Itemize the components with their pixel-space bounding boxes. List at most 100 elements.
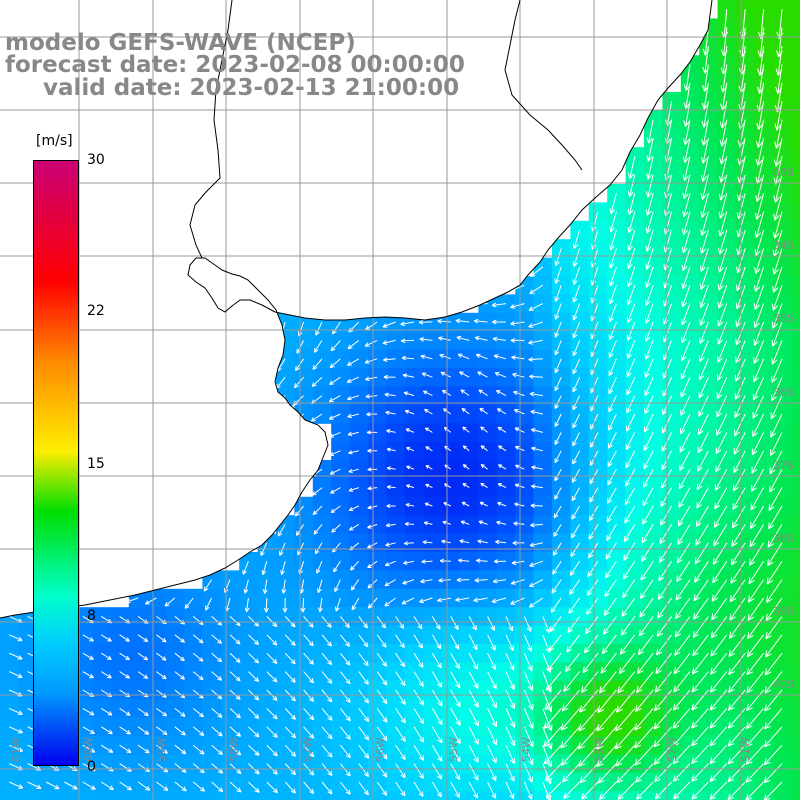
wind-arrow	[229, 652, 241, 663]
wind-cell	[312, 368, 332, 387]
wind-arrow	[642, 487, 654, 507]
wind-arrow	[460, 389, 470, 397]
wind-cell	[533, 404, 553, 424]
wind-arrow	[487, 726, 497, 746]
wind-arrow	[770, 413, 783, 438]
wind-arrow	[8, 744, 23, 752]
wind-arrow	[431, 689, 443, 707]
wind-arrow	[691, 744, 709, 765]
wind-arrow	[82, 781, 96, 790]
wind-cell	[423, 441, 443, 461]
wind-arrow	[645, 266, 654, 288]
wind-arrow	[562, 763, 580, 783]
wind-arrow	[280, 561, 286, 575]
wind-cell	[699, 791, 719, 800]
wind-arrow	[437, 597, 451, 603]
wind-cell	[404, 441, 424, 461]
wind-arrow	[547, 652, 562, 671]
wind-arrow	[413, 763, 424, 779]
wind-arrow	[564, 652, 580, 673]
wind-arrow	[700, 174, 709, 200]
wind-arrow	[608, 285, 617, 305]
wind-cell	[441, 515, 461, 535]
wind-arrow	[637, 652, 654, 674]
wind-cell	[165, 588, 185, 608]
wind-arrow	[329, 431, 341, 438]
wind-cell	[276, 791, 295, 800]
wind-arrow	[714, 487, 728, 510]
wind-arrow	[699, 266, 709, 290]
wind-arrow	[229, 781, 242, 793]
wind-arrow	[313, 340, 323, 353]
wind-arrow	[156, 652, 167, 661]
wind-arrow	[364, 339, 378, 347]
wind-cell	[257, 791, 277, 800]
wind-arrow	[261, 561, 268, 576]
wind-arrow	[771, 303, 783, 329]
wind-arrow	[358, 726, 370, 741]
wind-arrow	[645, 174, 654, 198]
wind-arrow	[82, 707, 95, 716]
wind-arrow	[554, 432, 562, 445]
wind-arrow	[419, 337, 433, 342]
wind-arrow	[413, 671, 424, 687]
wind-arrow	[358, 634, 369, 648]
wind-cell	[331, 386, 351, 406]
wind-cell	[533, 276, 553, 295]
wind-cell	[533, 552, 553, 571]
wind-arrow	[699, 340, 709, 362]
wind-arrow	[772, 211, 783, 239]
wind-arrow	[82, 726, 95, 734]
wind-arrow	[156, 744, 168, 754]
wind-cell	[386, 423, 406, 443]
wind-arrow	[505, 726, 516, 746]
wind-arrow	[626, 321, 636, 341]
wind-cell	[496, 478, 516, 498]
wind-arrow	[174, 708, 186, 717]
wind-cell	[404, 496, 424, 516]
wind-arrow	[514, 502, 525, 507]
wind-arrow	[683, 82, 691, 109]
wind-arrow	[312, 487, 323, 496]
wind-arrow	[627, 211, 636, 233]
wind-arrow	[718, 211, 728, 237]
wind-arrow	[333, 560, 341, 573]
wind-arrow	[616, 689, 636, 713]
wind-arrow	[663, 285, 673, 307]
wind-arrow	[709, 726, 728, 747]
wind-arrow	[335, 597, 341, 612]
wind-arrow	[554, 248, 562, 267]
wind-arrow	[137, 781, 151, 791]
wind-arrow	[767, 524, 783, 548]
wind-arrow	[560, 726, 580, 749]
wind-arrow	[340, 634, 351, 647]
wind-arrow	[681, 321, 691, 344]
wind-arrow	[329, 376, 341, 385]
wind-arrow	[747, 597, 765, 621]
wind-arrow	[719, 119, 728, 147]
wind-arrow	[401, 597, 415, 605]
wind-arrow	[626, 340, 636, 359]
wind-arrow	[654, 671, 672, 693]
wind-arrow	[581, 781, 599, 800]
wind-arrow	[423, 390, 433, 397]
wind-cell	[533, 349, 553, 369]
wind-arrow	[512, 372, 525, 378]
wind-cell	[496, 349, 516, 369]
wind-arrow	[695, 524, 709, 546]
wind-arrow	[27, 781, 42, 789]
wind-arrow	[644, 358, 654, 378]
wind-arrow	[229, 708, 241, 719]
wind-arrow	[487, 616, 495, 631]
wind-arrow	[424, 408, 433, 415]
wind-arrow	[431, 763, 443, 780]
wind-arrow	[528, 321, 543, 328]
wind-arrow	[701, 137, 709, 164]
wind-arrow	[615, 744, 636, 767]
wind-cell	[791, 625, 800, 645]
wind-arrow	[634, 726, 654, 749]
wind-arrow	[347, 395, 359, 401]
wind-arrow	[568, 597, 581, 614]
wind-arrow	[458, 558, 470, 563]
wind-cell	[754, 791, 774, 800]
